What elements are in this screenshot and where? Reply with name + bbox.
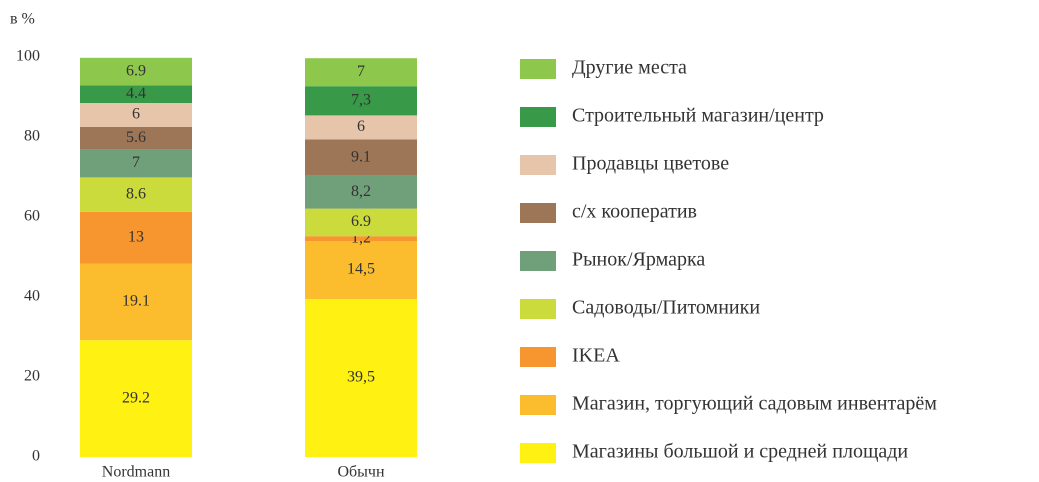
data-label: 4.4 <box>126 85 146 102</box>
legend-swatch <box>520 443 556 463</box>
data-label: 8,2 <box>351 183 371 200</box>
y-tick-label: 100 <box>16 48 40 65</box>
y-tick-label: 80 <box>24 128 40 145</box>
data-label: 9.1 <box>351 148 371 165</box>
legend-swatch <box>520 155 556 175</box>
bar-segment <box>305 139 417 176</box>
data-label: 29.2 <box>122 389 150 406</box>
data-label: 7,3 <box>351 91 371 108</box>
legend-swatch <box>520 395 556 415</box>
data-label: 5.6 <box>126 129 146 146</box>
x-tick-label: Nordmann <box>102 464 170 481</box>
legend-label: Рынок/Ярмарка <box>572 249 705 271</box>
bar-segment <box>80 103 192 127</box>
bar-segment <box>305 208 417 237</box>
y-tick-label: 20 <box>24 368 40 385</box>
legend-label: IKEA <box>572 345 620 367</box>
bar-segment <box>305 86 417 116</box>
y-tick-label: 0 <box>32 448 40 465</box>
bar-segment <box>80 57 192 86</box>
bar-segment <box>305 115 417 140</box>
bar-segment <box>305 236 417 241</box>
legend-label: Другие места <box>572 57 687 79</box>
x-tick-label: Обычн <box>337 464 384 481</box>
legend-label: Магазин, торгующий садовым инвентарём <box>572 393 937 415</box>
bar-segment <box>305 58 417 87</box>
y-tick-label: 40 <box>24 288 40 305</box>
legend-label: Строительный магазин/центр <box>572 105 824 127</box>
bar-segment <box>80 177 192 212</box>
data-label: 6 <box>132 106 140 123</box>
bar-segment <box>305 241 417 299</box>
legend-swatch <box>520 59 556 79</box>
data-label: 6.9 <box>126 62 146 79</box>
data-label: 8.6 <box>126 185 146 202</box>
bar-segment <box>305 175 417 209</box>
y-tick-label: 60 <box>24 208 40 225</box>
bar-segment <box>80 340 192 457</box>
y-axis-label: в % <box>10 11 35 28</box>
legend-label: Магазины большой и средней площади <box>572 441 908 463</box>
legend-label: Продавцы цветове <box>572 153 729 175</box>
legend-swatch <box>520 203 556 223</box>
data-label: 19.1 <box>122 293 150 310</box>
data-label: 39,5 <box>347 369 375 386</box>
legend-label: Садоводы/Питомники <box>572 297 760 319</box>
data-label: 7 <box>357 63 365 80</box>
legend-swatch <box>520 347 556 367</box>
legend-label: с/х кооператив <box>572 201 697 223</box>
legend-swatch <box>520 107 556 127</box>
bar-segment <box>80 127 192 150</box>
legend-swatch <box>520 299 556 319</box>
data-label: 7 <box>132 154 140 171</box>
bar-segment <box>80 85 192 103</box>
data-label: 14,5 <box>347 261 375 278</box>
data-label: 6.9 <box>351 213 371 230</box>
data-label: 6 <box>357 118 365 135</box>
legend-swatch <box>520 251 556 271</box>
bar-segment <box>80 149 192 178</box>
bar-segment <box>305 299 417 457</box>
data-label: 13 <box>128 228 144 245</box>
bar-segment <box>80 263 192 341</box>
bar-segment <box>80 211 192 264</box>
